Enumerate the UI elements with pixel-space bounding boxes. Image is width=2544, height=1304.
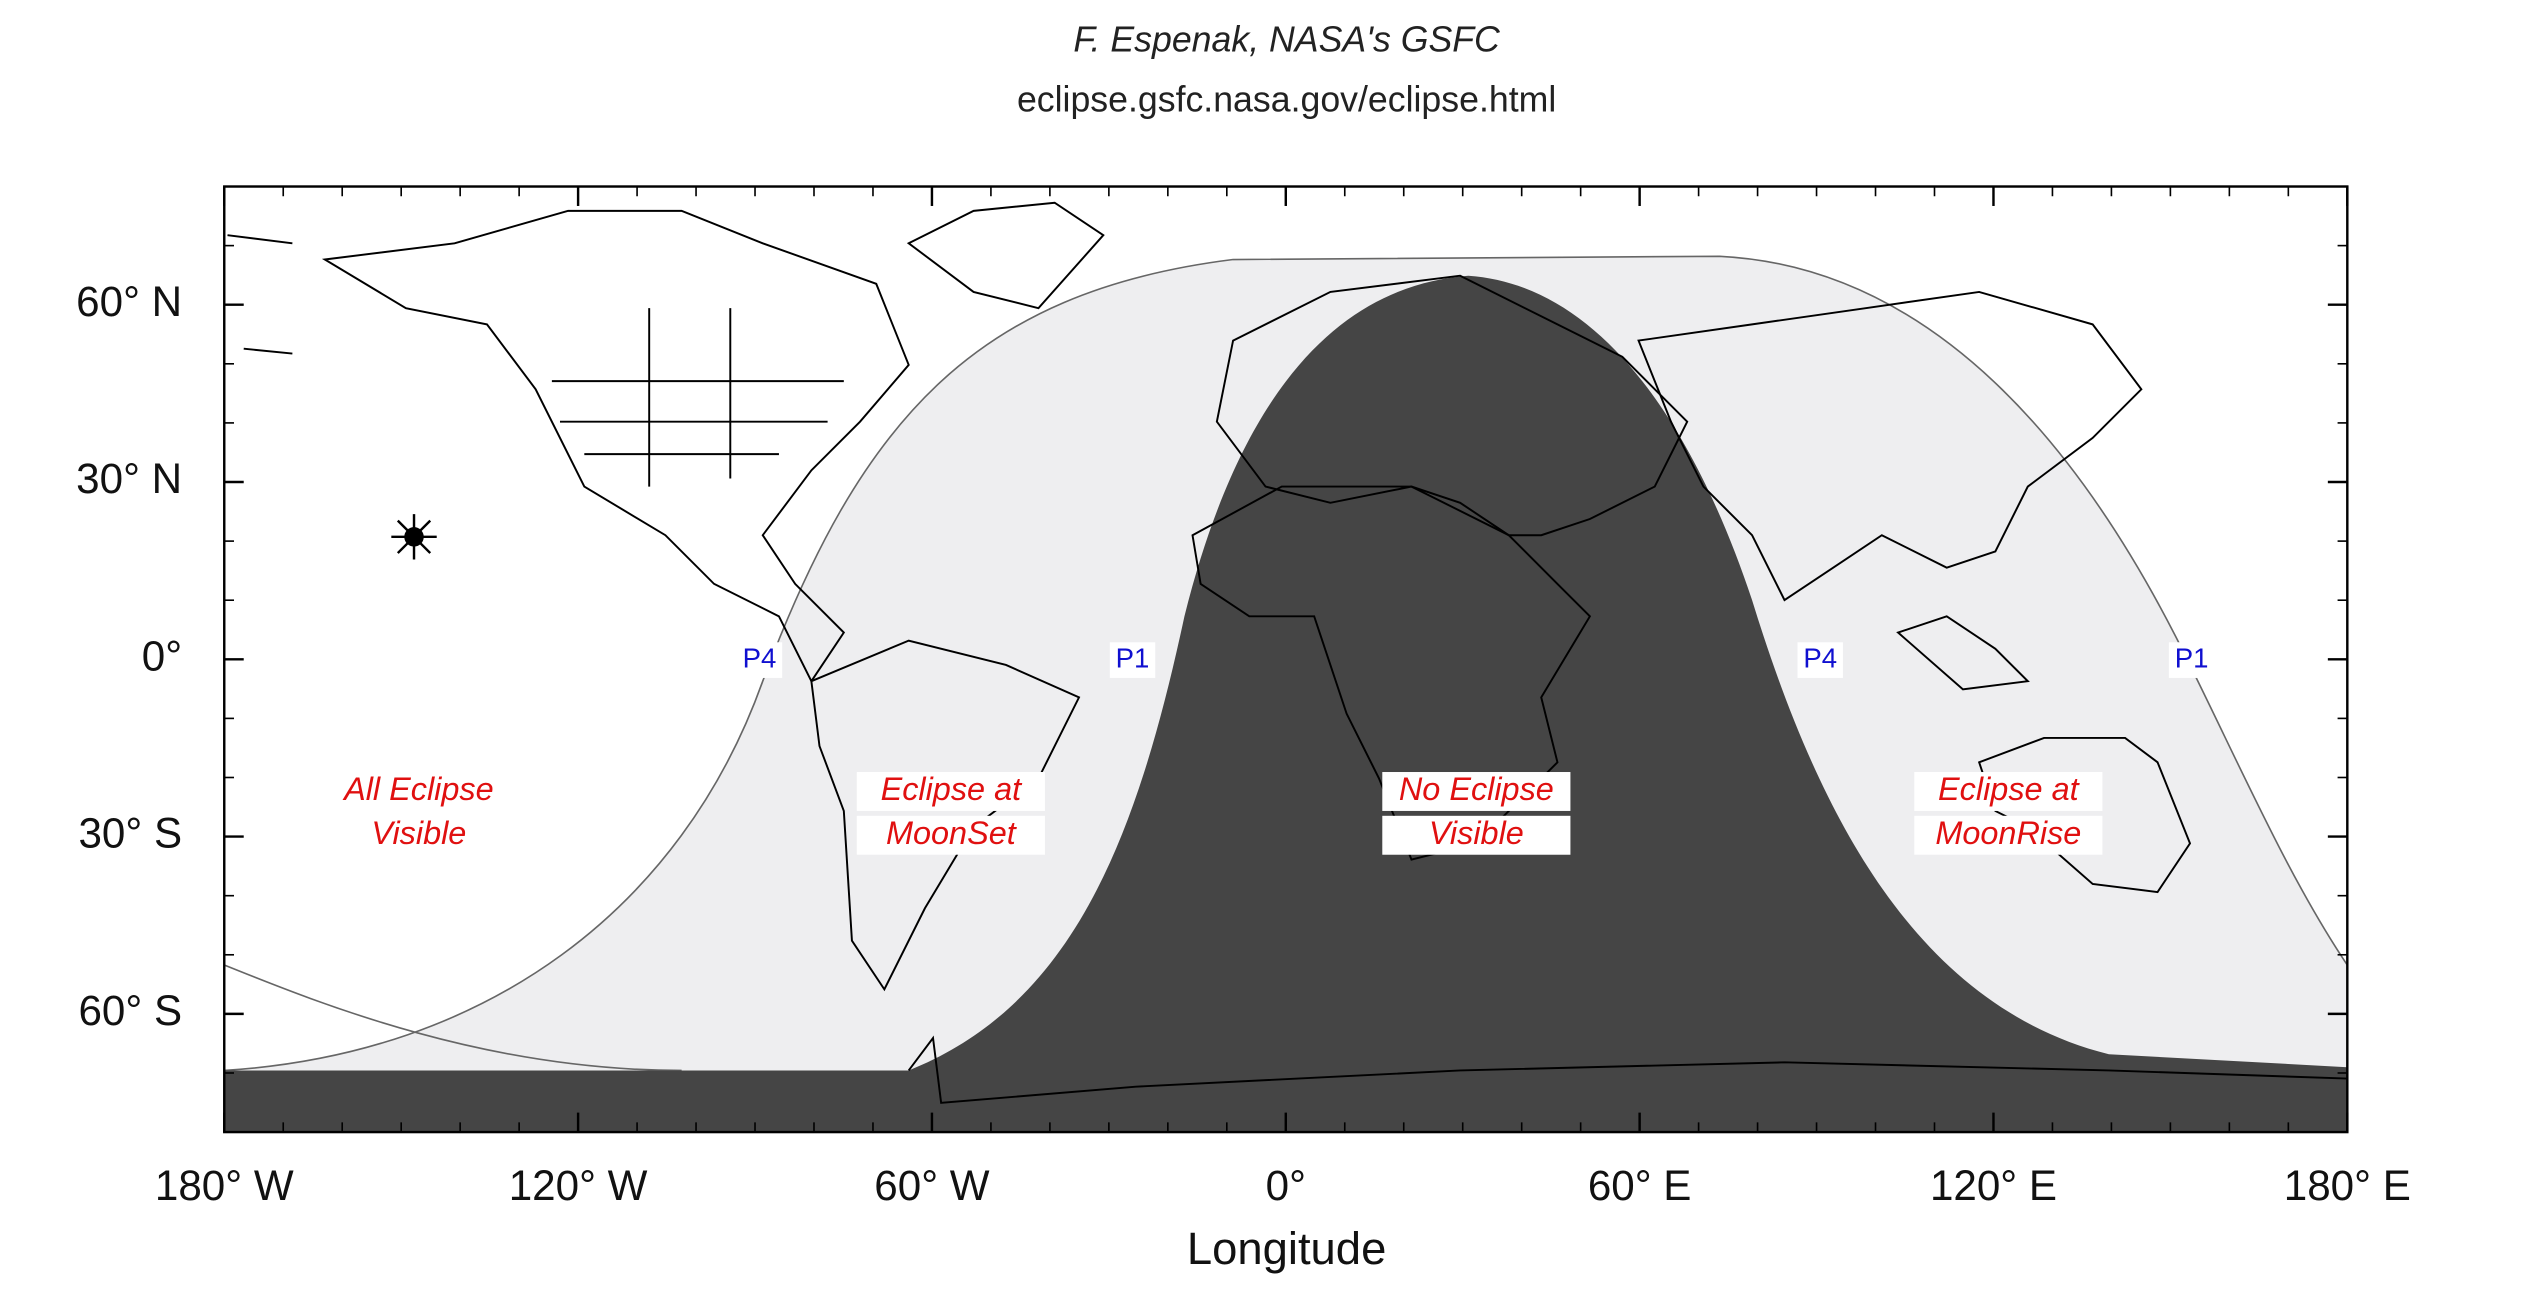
region-label: Visible: [1429, 815, 1524, 851]
contact-box: [736, 642, 783, 678]
contact-label: P4: [743, 642, 777, 673]
subsolar-point: [391, 514, 437, 560]
x-tick-label: 60° W: [874, 1162, 989, 1209]
region-label: No Eclipse: [1399, 771, 1554, 807]
y-tick-label: 30° S: [78, 810, 182, 857]
label-box: [1914, 815, 2103, 855]
x-axis-label: Longitude: [1187, 1223, 1386, 1274]
x-tick-label: 60° E: [1588, 1162, 1692, 1209]
label-box: [1382, 815, 1571, 855]
x-tick-label: 180° E: [2284, 1162, 2411, 1209]
contact-box: [2168, 642, 2215, 678]
x-tick-label: 120° W: [509, 1162, 648, 1209]
y-tick-label: 60° N: [76, 278, 182, 325]
contact-box: [1797, 642, 1843, 678]
x-tick-label: 180° W: [155, 1162, 294, 1209]
label-box: [1382, 772, 1571, 811]
region-label: Eclipse at: [1938, 771, 2081, 807]
region-label: MoonSet: [886, 815, 1018, 851]
y-tick-label: 60° S: [78, 987, 182, 1034]
region-label: All Eclipse: [342, 771, 494, 807]
contact-label: P4: [1803, 642, 1837, 673]
x-tick-label: 0°: [1266, 1162, 1306, 1209]
label-box: [1914, 772, 2103, 811]
map-frame: [223, 185, 2349, 1134]
contact-box: [1109, 642, 1156, 678]
y-tick-label: 0°: [142, 632, 182, 679]
region-label: Eclipse at: [881, 771, 1024, 807]
region-label: Visible: [371, 815, 466, 851]
x-tick-label: 120° E: [1930, 1162, 2057, 1209]
no-eclipse-region: [224, 275, 2348, 1133]
contact-label: P1: [1116, 642, 1150, 673]
map-area: [223, 185, 2349, 1134]
contact-label: P1: [2175, 642, 2209, 673]
author: F. Espenak, NASA's GSFC: [1073, 20, 1500, 60]
label-box: [856, 815, 1045, 855]
region-label: MoonRise: [1935, 815, 2081, 851]
boundary-arc: [223, 964, 682, 1072]
y-tick-label: 30° N: [76, 455, 182, 502]
url: eclipse.gsfc.nasa.gov/eclipse.html: [1017, 80, 1556, 120]
label-box: [856, 772, 1045, 811]
